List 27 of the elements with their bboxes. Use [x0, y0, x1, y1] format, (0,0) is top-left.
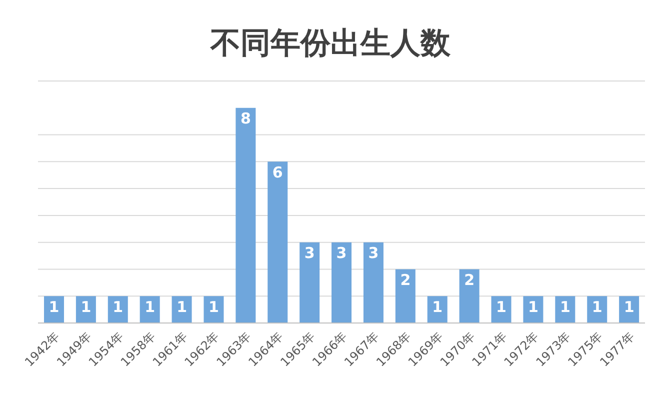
- data-label: 1: [528, 298, 538, 316]
- data-label: 1: [592, 298, 602, 316]
- data-label: 1: [112, 298, 124, 316]
- data-label: 2: [400, 270, 411, 289]
- bar: [395, 269, 416, 323]
- data-label: 1: [624, 298, 634, 316]
- data-label: 1: [176, 298, 188, 316]
- data-label: 1: [496, 298, 506, 316]
- bar: [459, 269, 480, 323]
- data-label: 8: [240, 110, 251, 128]
- bar: [268, 162, 288, 323]
- data-label: 1: [432, 298, 443, 316]
- data-label: 3: [304, 244, 315, 262]
- data-label: 6: [272, 163, 283, 182]
- data-label: 2: [464, 270, 475, 289]
- data-label: 1: [144, 298, 156, 316]
- data-label: 3: [368, 244, 379, 262]
- bar: [300, 242, 320, 323]
- chart-title: 不同年份出生人数: [209, 24, 452, 62]
- bar: [236, 108, 256, 323]
- data-label: 1: [48, 298, 60, 316]
- bar: [332, 242, 352, 323]
- data-label: 1: [560, 298, 570, 316]
- data-label: 3: [336, 244, 347, 262]
- bar: [363, 242, 384, 323]
- data-label: 1: [208, 298, 219, 316]
- data-label: 1: [80, 298, 92, 316]
